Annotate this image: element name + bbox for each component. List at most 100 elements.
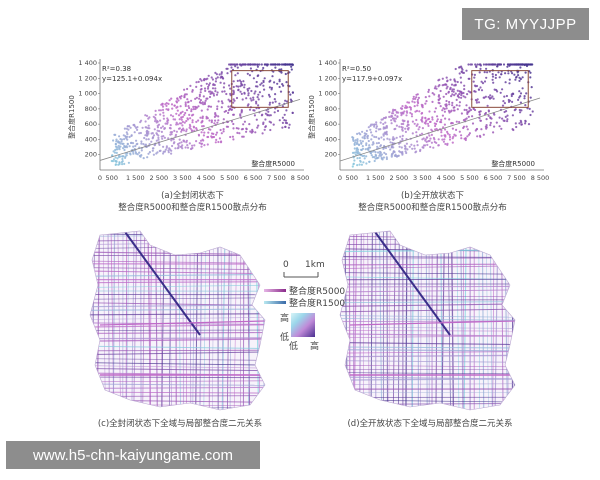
scatter-point	[441, 138, 444, 141]
scatter-point	[262, 121, 265, 124]
street-network	[340, 231, 515, 410]
street-line	[340, 349, 515, 352]
street-line	[340, 231, 515, 233]
scatter-point	[451, 93, 454, 96]
scatter-point	[531, 110, 534, 113]
scatter-point	[263, 63, 266, 66]
scatter-point	[268, 114, 271, 117]
scatter-point	[507, 63, 510, 66]
scatter-point	[425, 140, 428, 143]
scatter-point	[123, 138, 126, 141]
scatter-point	[485, 118, 488, 121]
scatter-point	[284, 119, 288, 122]
street-line	[90, 376, 265, 379]
scatter-point	[416, 140, 419, 143]
scatter-point	[202, 103, 205, 106]
scatter-point	[440, 129, 443, 132]
scatter-point	[229, 99, 232, 102]
street-line	[182, 231, 184, 410]
scatter-point	[448, 111, 451, 114]
scatter-point	[288, 123, 291, 126]
scatter-point	[416, 98, 419, 101]
scatter-point	[411, 132, 414, 135]
scatter-point	[400, 151, 403, 154]
scatter-point	[161, 137, 164, 140]
scatter-point	[479, 64, 482, 67]
scatter-point	[523, 95, 526, 98]
scatter-point	[237, 88, 240, 91]
scatter-point	[438, 78, 441, 81]
scatter-point	[186, 117, 189, 120]
scatter-point	[279, 90, 283, 93]
scatter-point	[513, 73, 516, 76]
scatter-point	[378, 154, 381, 157]
scatter-point	[393, 128, 396, 131]
street-line	[90, 349, 265, 352]
scatter-point	[240, 110, 243, 113]
scatter-point	[180, 130, 183, 133]
scatter-point	[441, 77, 444, 80]
scatter-point	[273, 98, 276, 101]
scatter-point	[125, 127, 128, 130]
scatter-point	[365, 155, 368, 158]
legend-low-y: 低	[280, 333, 290, 343]
highlight-box	[231, 70, 289, 108]
scatter-point	[493, 88, 496, 91]
scatter-point	[111, 154, 114, 157]
scatter-point	[194, 97, 197, 100]
scatter-point	[193, 144, 196, 147]
scatter-point	[430, 133, 433, 136]
scatter-point	[508, 99, 512, 102]
scatter-point	[514, 122, 517, 125]
scatter-point	[268, 101, 272, 104]
scatter-point	[176, 109, 179, 112]
scatter-point	[120, 161, 123, 164]
scatter-point	[500, 127, 503, 130]
scatter-point	[390, 155, 393, 158]
street-line	[340, 326, 515, 329]
scatter-point	[375, 154, 378, 157]
scatter-point	[475, 101, 478, 104]
scatter-point	[395, 124, 398, 127]
scale-bar	[283, 272, 319, 278]
scatter-point	[118, 161, 121, 164]
scatter-point	[203, 101, 206, 104]
scatter-point	[201, 101, 204, 104]
scatter-point	[175, 106, 178, 109]
street-line	[199, 231, 203, 410]
scatter-point	[191, 121, 194, 124]
scatter-point	[465, 69, 468, 72]
scatter-point	[480, 89, 484, 92]
scatter-point	[526, 63, 530, 66]
scatter-point	[152, 115, 155, 118]
scatter-point	[289, 93, 292, 96]
scatter-point	[455, 98, 458, 101]
scatter-point	[465, 108, 468, 112]
scatter-point	[180, 118, 183, 121]
scatter-point	[211, 136, 214, 139]
scatter-point	[226, 125, 230, 128]
scatter-point	[385, 130, 388, 133]
city-area	[90, 231, 265, 410]
scatter-point	[246, 72, 249, 75]
scatter-point	[207, 83, 211, 87]
scatter-point	[382, 133, 385, 136]
scatter-point	[501, 88, 504, 91]
scatter-point	[405, 114, 408, 117]
scatter-point	[359, 139, 362, 142]
scatter-point	[122, 142, 125, 145]
scatter-point	[232, 98, 235, 101]
scatter-point	[273, 81, 276, 84]
scatter-point	[444, 142, 447, 146]
scatter-point	[256, 65, 259, 68]
scatter-point	[159, 109, 162, 112]
scatter-point	[452, 109, 455, 112]
scatter-point	[528, 107, 531, 110]
scatter-point	[249, 130, 252, 133]
scatter-point	[454, 84, 457, 87]
scatter-point	[426, 122, 430, 125]
scatter-point	[446, 142, 449, 145]
scatter-point	[147, 138, 150, 141]
scatter-point	[217, 115, 220, 118]
scatter-point	[453, 106, 456, 109]
